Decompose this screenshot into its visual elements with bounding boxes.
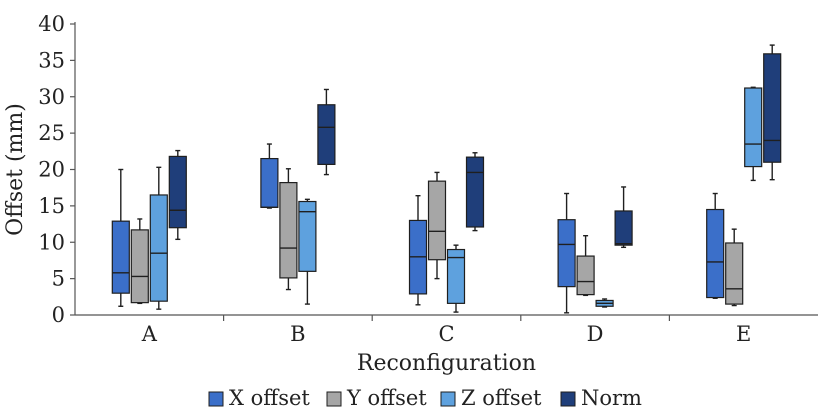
legend-swatch (440, 391, 456, 407)
legend-item-y-offset: Y offset (326, 386, 427, 410)
box-norm-b (317, 88, 336, 176)
box-norm-e (763, 44, 782, 181)
box-iqr (427, 180, 447, 261)
box-z-offset-d (595, 298, 614, 308)
box-iqr (279, 181, 298, 279)
legend-label: Y offset (346, 386, 427, 410)
box-iqr (725, 242, 744, 305)
box-y-offset-a (130, 218, 149, 305)
x-category-label: D (587, 322, 604, 346)
box-z-offset-a (149, 166, 168, 310)
box-x-offset-e (706, 192, 725, 299)
box-norm-d (614, 186, 633, 249)
legend: X offset Y offset Z offset Norm (208, 386, 642, 410)
legend-label: Z offset (461, 386, 542, 410)
y-tick-label: 5 (52, 267, 65, 291)
box-iqr (446, 248, 466, 304)
box-norm-c (465, 152, 485, 232)
box-z-offset-b (298, 198, 317, 305)
box-iqr (763, 53, 782, 163)
box-norm-a (168, 149, 187, 241)
legend-item-z-offset: Z offset (440, 386, 542, 410)
y-tick-label: 0 (52, 303, 65, 327)
box-series-group (111, 44, 782, 314)
y-axis-ticks: 0 5 10 15 20 25 30 35 40 (38, 12, 75, 327)
box-iqr (317, 104, 336, 166)
y-tick-label: 30 (38, 85, 65, 109)
legend-item-norm: Norm (560, 386, 642, 410)
x-category-label: A (141, 322, 158, 346)
box-y-offset-d (576, 235, 595, 297)
legend-swatch (208, 391, 224, 407)
box-iqr (168, 155, 187, 229)
box-iqr (614, 210, 633, 246)
box-iqr (706, 208, 725, 299)
box-z-offset-c (446, 244, 466, 313)
box-iqr (130, 229, 149, 304)
legend-swatch (560, 391, 576, 407)
box-iqr (149, 194, 168, 302)
box-y-offset-e (725, 228, 744, 307)
y-tick-label: 10 (38, 230, 65, 254)
box-iqr (298, 200, 317, 272)
box-y-offset-b (279, 168, 298, 291)
legend-item-x-offset: X offset (208, 386, 310, 410)
box-y-offset-c (427, 171, 447, 280)
x-axis-ticks: A B C D E (141, 315, 751, 346)
box-iqr (557, 219, 576, 288)
box-x-offset-b (260, 143, 279, 209)
y-tick-label: 15 (38, 194, 65, 218)
box-iqr (465, 156, 485, 228)
x-category-label: E (736, 322, 751, 346)
y-tick-label: 20 (38, 158, 65, 182)
legend-label: X offset (229, 386, 310, 410)
box-x-offset-a (111, 168, 130, 307)
box-z-offset-e (744, 86, 763, 182)
legend-label: Norm (581, 386, 642, 410)
y-axis-title: Offset (mm) (3, 103, 28, 236)
box-iqr (260, 157, 279, 208)
x-category-label: B (290, 322, 305, 346)
y-tick-label: 40 (38, 12, 65, 36)
box-x-offset-c (408, 194, 428, 306)
y-tick-label: 35 (38, 48, 65, 72)
legend-swatch (326, 391, 342, 407)
y-tick-label: 25 (38, 121, 65, 145)
box-x-offset-d (557, 192, 576, 314)
x-category-label: C (438, 322, 454, 346)
box-iqr (576, 255, 595, 296)
box-iqr (111, 220, 130, 294)
x-axis-title: Reconfiguration (357, 351, 536, 376)
box-iqr (744, 87, 763, 168)
